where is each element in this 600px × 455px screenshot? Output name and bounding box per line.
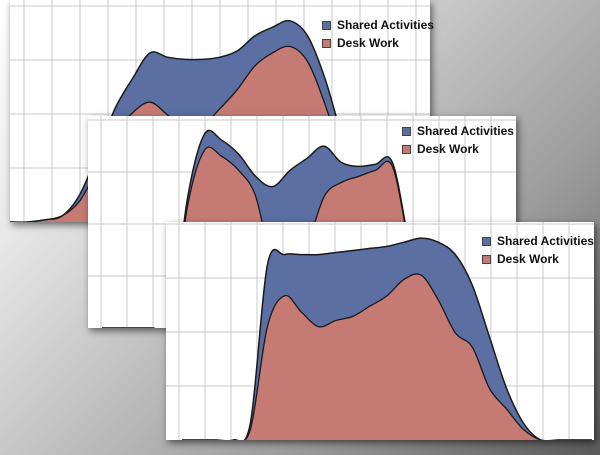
- legend-label-desk: Desk Work: [337, 36, 399, 50]
- legend-swatch-desk: [322, 38, 331, 48]
- legend-label-shared: Shared Activities: [497, 234, 594, 248]
- chart-3-legend: Shared Activities Desk Work: [482, 232, 594, 268]
- legend-item-shared: Shared Activities: [322, 16, 434, 34]
- legend-item-shared: Shared Activities: [402, 122, 514, 140]
- legend-label-desk: Desk Work: [417, 142, 479, 156]
- legend-swatch-desk: [402, 144, 411, 154]
- legend-item-shared: Shared Activities: [482, 232, 594, 250]
- series-area-desk-work: [182, 273, 592, 440]
- legend-label-shared: Shared Activities: [337, 18, 434, 32]
- chart-3-plot: [166, 222, 594, 440]
- legend-item-desk: Desk Work: [322, 34, 434, 52]
- legend-label-desk: Desk Work: [497, 252, 559, 266]
- series-area-shared-activities: [10, 20, 430, 222]
- chart-panel-3: Shared Activities Desk Work: [166, 222, 594, 440]
- series-area-shared-activities: [182, 238, 592, 440]
- legend-item-desk: Desk Work: [402, 140, 514, 158]
- legend-swatch-shared: [402, 126, 411, 136]
- legend-item-desk: Desk Work: [482, 250, 594, 268]
- legend-swatch-desk: [482, 254, 491, 264]
- series-line-shared-activities: [182, 237, 592, 440]
- series-line-desk-work: [182, 273, 592, 440]
- legend-label-shared: Shared Activities: [417, 124, 514, 138]
- legend-swatch-shared: [322, 20, 331, 30]
- legend-swatch-shared: [482, 236, 491, 246]
- chart-2-legend: Shared Activities Desk Work: [402, 122, 514, 158]
- chart-1-legend: Shared Activities Desk Work: [322, 16, 434, 52]
